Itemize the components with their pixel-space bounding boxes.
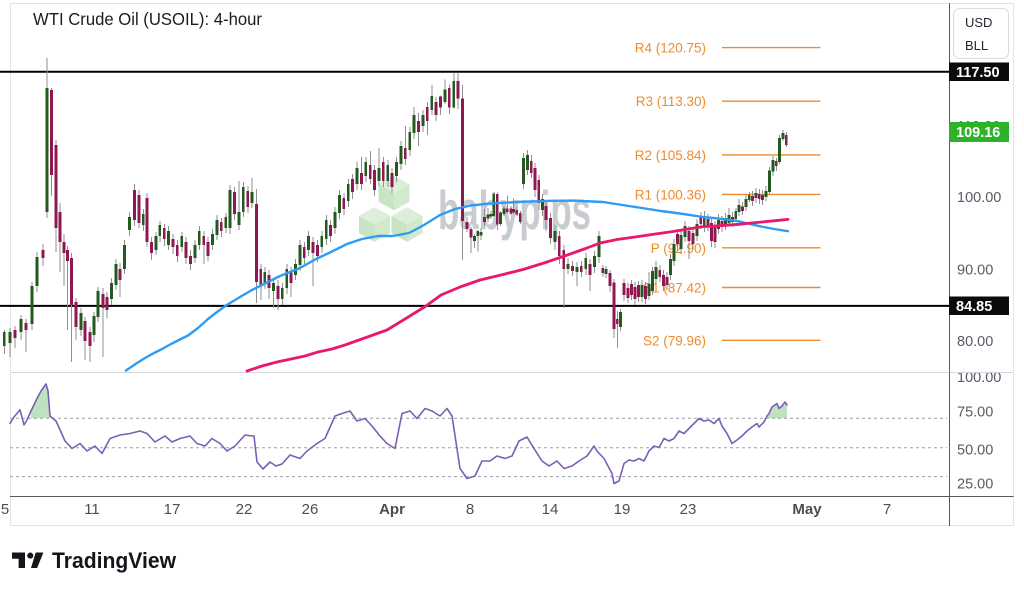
svg-text:May: May [792, 501, 822, 518]
svg-text:109.16: 109.16 [956, 125, 1000, 141]
svg-text:25.00: 25.00 [957, 477, 993, 493]
svg-text:WTI Crude Oil (USOIL): 4-hour: WTI Crude Oil (USOIL): 4-hour [33, 9, 262, 29]
svg-text:117.50: 117.50 [956, 65, 1000, 81]
svg-text:75.00: 75.00 [957, 405, 993, 421]
svg-text:5: 5 [1, 501, 9, 518]
svg-text:TradingView: TradingView [52, 548, 177, 573]
svg-text:100.00: 100.00 [957, 370, 1001, 386]
svg-text:90.00: 90.00 [957, 263, 993, 279]
svg-text:7: 7 [883, 501, 891, 518]
svg-text:17: 17 [164, 501, 181, 518]
svg-text:S2 (79.96): S2 (79.96) [643, 333, 706, 348]
svg-text:R1 (100.36): R1 (100.36) [635, 187, 706, 202]
svg-text:14: 14 [542, 501, 559, 518]
svg-text:P (92.90): P (92.90) [651, 241, 706, 256]
svg-text:100.00: 100.00 [957, 190, 1001, 206]
svg-text:8: 8 [466, 501, 474, 518]
svg-text:Apr: Apr [379, 501, 405, 518]
svg-text:26: 26 [302, 501, 319, 518]
svg-text:R4 (120.75): R4 (120.75) [635, 41, 706, 56]
svg-text:R2 (105.84): R2 (105.84) [635, 148, 706, 163]
svg-text:80.00: 80.00 [957, 334, 993, 350]
svg-text:84.85: 84.85 [956, 299, 992, 315]
svg-text:22: 22 [236, 501, 253, 518]
svg-text:19: 19 [614, 501, 631, 518]
svg-text:23: 23 [680, 501, 697, 518]
svg-text:USD: USD [965, 15, 992, 30]
svg-text:BLL: BLL [965, 38, 988, 53]
svg-text:R3 (113.30): R3 (113.30) [636, 94, 706, 109]
svg-text:11: 11 [84, 501, 100, 518]
svg-text:50.00: 50.00 [957, 443, 993, 459]
svg-text:S1 (87.42): S1 (87.42) [643, 281, 706, 296]
